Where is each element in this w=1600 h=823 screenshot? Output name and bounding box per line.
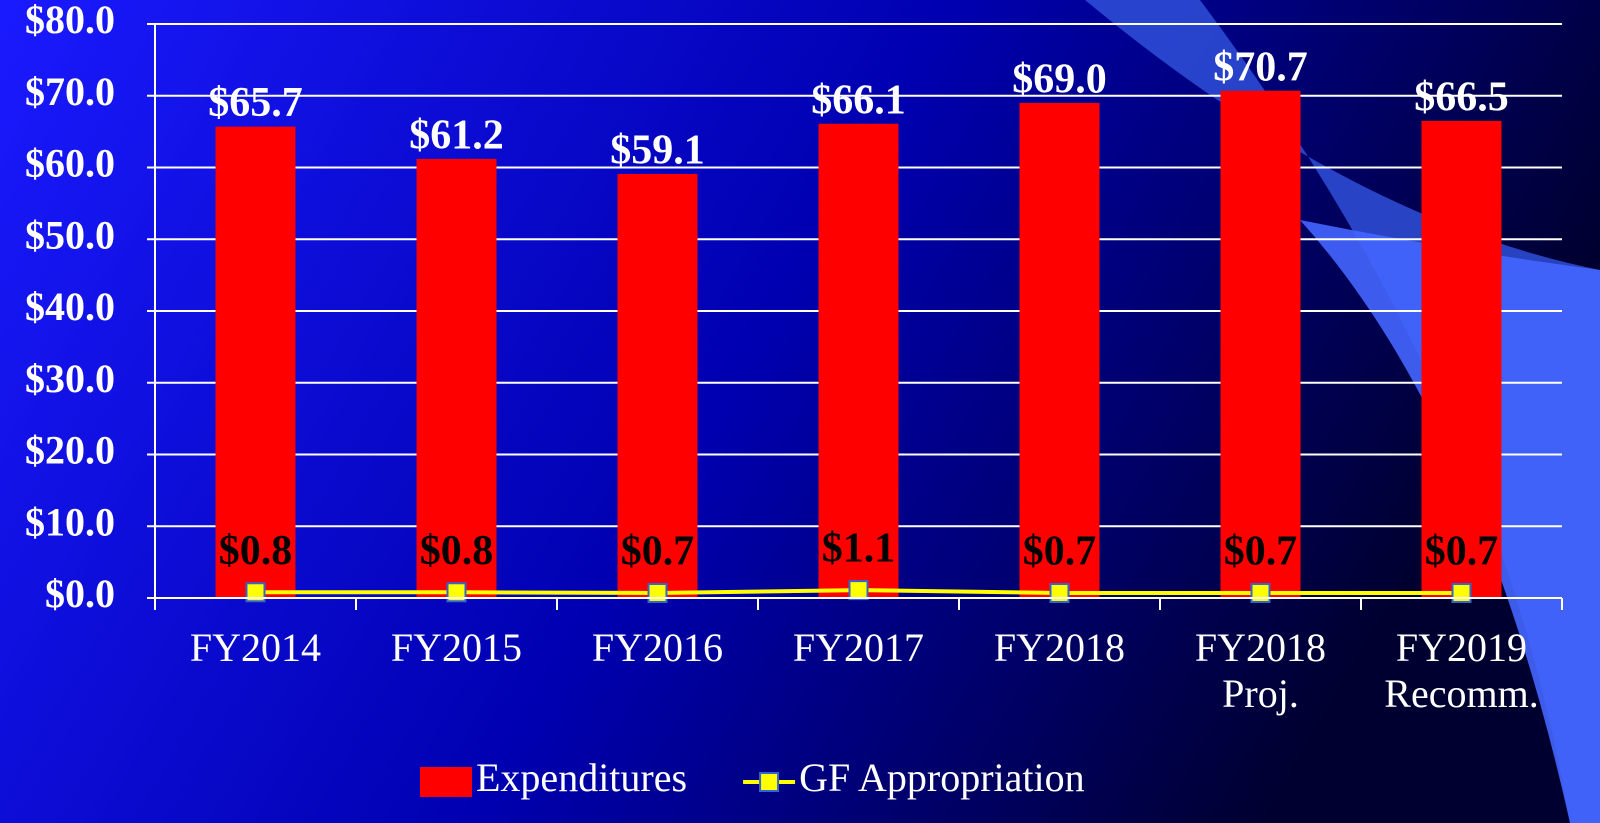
bar <box>1019 102 1100 599</box>
y-tick-label: $60.0 <box>25 141 115 186</box>
x-tick-label: FY2018 <box>994 625 1125 670</box>
line-value-label: $0.7 <box>1224 529 1298 575</box>
bar-value-label: $69.0 <box>1012 57 1107 103</box>
line-marker <box>848 580 869 601</box>
bar <box>1220 90 1301 598</box>
bar-value-label: $66.1 <box>811 77 906 123</box>
x-tick-label: FY2019 Recomm. <box>1384 625 1538 716</box>
line-marker <box>1250 582 1271 603</box>
y-tick-label: $30.0 <box>25 356 115 401</box>
y-tick-label: $40.0 <box>25 284 115 329</box>
bar <box>416 158 497 598</box>
bar <box>1421 120 1502 599</box>
legend-label: Expenditures <box>476 755 687 800</box>
bar <box>617 173 698 598</box>
legend-swatch <box>759 772 780 792</box>
x-tick-label: FY2015 <box>391 625 522 670</box>
line-marker <box>446 582 467 603</box>
bar <box>818 123 899 599</box>
y-tick-label: $80.0 <box>25 0 115 42</box>
decor-swoosh <box>1300 220 1600 823</box>
line-value-label: $0.7 <box>621 529 695 575</box>
y-tick-label: $10.0 <box>25 499 115 544</box>
line-value-label: $1.1 <box>822 526 896 572</box>
legend-swatch <box>420 767 472 797</box>
x-tick-label: FY2018 Proj. <box>1195 625 1326 716</box>
line-marker <box>245 582 266 603</box>
y-tick-label: $0.0 <box>45 571 115 616</box>
bar <box>215 126 296 598</box>
bar-value-label: $70.7 <box>1213 44 1308 90</box>
bar-value-label: $66.5 <box>1414 75 1509 121</box>
x-tick-label: FY2014 <box>190 625 321 670</box>
bar-value-label: $59.1 <box>610 128 705 174</box>
line-value-label: $0.7 <box>1023 529 1097 575</box>
line-marker <box>647 582 668 603</box>
line-value-label: $0.8 <box>420 528 494 574</box>
legend-label: GF Appropriation <box>799 755 1085 800</box>
y-tick-label: $70.0 <box>25 69 115 114</box>
bar-value-label: $65.7 <box>208 80 303 126</box>
line-marker <box>1451 582 1472 603</box>
line-value-label: $0.8 <box>219 528 293 574</box>
line-marker <box>1049 582 1070 603</box>
line-value-label: $0.7 <box>1425 529 1499 575</box>
x-tick-label: FY2016 <box>592 625 723 670</box>
bar-value-label: $61.2 <box>409 113 504 159</box>
y-tick-label: $20.0 <box>25 428 115 473</box>
y-tick-label: $50.0 <box>25 212 115 257</box>
x-tick-label: FY2017 <box>793 625 924 670</box>
